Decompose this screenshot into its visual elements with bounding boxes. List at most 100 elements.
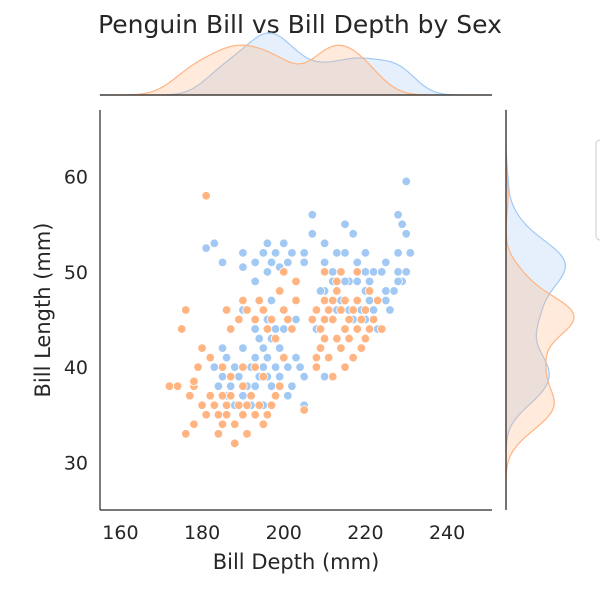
scatter-point: [221, 410, 232, 420]
scatter-point: [225, 391, 236, 401]
scatter-point: [401, 176, 411, 187]
scatter-point: [238, 248, 248, 258]
scatter-point: [230, 362, 240, 372]
scatter-point: [340, 276, 350, 287]
scatter-point: [393, 276, 403, 287]
right-marginal-kde: [505, 110, 575, 510]
scatter-point: [230, 419, 240, 429]
scatter-point: [250, 381, 260, 391]
scatter-point: [319, 333, 330, 344]
legend-box: [595, 139, 600, 241]
scatter-point: [372, 295, 383, 306]
scatter-point: [295, 362, 305, 372]
scatter-point: [328, 371, 338, 382]
scatter-point: [262, 238, 273, 249]
scatter-point: [311, 305, 322, 315]
scatter-point: [287, 381, 297, 391]
scatter-point: [246, 391, 256, 401]
scatter-point: [360, 305, 371, 315]
scatter-point: [185, 391, 195, 401]
scatter-point: [299, 405, 309, 415]
scatter-point: [340, 248, 350, 258]
top-marginal-kde: [99, 32, 492, 96]
scatter-point: [319, 238, 330, 249]
scatter-point: [279, 238, 289, 249]
scatter-point: [283, 314, 293, 325]
scatter-point: [344, 314, 354, 325]
scatter-point: [360, 248, 371, 258]
scatter-point: [299, 371, 309, 382]
scatter-point: [307, 229, 318, 239]
scatter-point: [213, 429, 224, 439]
scatter-point: [332, 276, 342, 287]
scatter-point: [315, 343, 326, 353]
scatter-point: [381, 257, 391, 268]
y-tick-label: 30: [64, 452, 88, 474]
scatter-point: [242, 400, 252, 410]
scatter-point: [319, 295, 330, 306]
scatter-point: [250, 352, 260, 363]
scatter-point: [393, 210, 403, 220]
scatter-point: [323, 305, 334, 315]
scatter-point: [242, 305, 252, 315]
scatter-point: [270, 362, 281, 372]
scatter-point: [279, 305, 289, 315]
scatter-point: [274, 371, 285, 382]
scatter-point: [319, 371, 330, 382]
scatter-point: [193, 362, 203, 372]
scatter-point: [356, 343, 367, 353]
scatter-point: [340, 219, 350, 229]
scatter-point: [266, 381, 277, 391]
scatter-point: [352, 276, 362, 287]
y-tick-label: 50: [64, 262, 88, 284]
scatter-point: [238, 410, 248, 420]
scatter-point: [328, 295, 338, 306]
scatter-point: [323, 352, 334, 363]
scatter-point: [221, 400, 232, 410]
scatter-point: [389, 286, 399, 296]
scatter-point: [217, 371, 228, 382]
scatter-point: [364, 276, 375, 287]
scatter-point: [381, 295, 391, 306]
x-tick-label: 240: [429, 522, 465, 544]
scatter-point: [209, 238, 220, 249]
scatter-point: [270, 248, 281, 258]
scatter-point: [258, 343, 269, 353]
scatter-point: [360, 333, 371, 344]
scatter-point: [262, 352, 273, 363]
scatter-point: [348, 305, 358, 315]
scatter-point: [258, 362, 269, 372]
y-tick-label: 40: [64, 357, 88, 379]
scatter-point: [205, 352, 215, 363]
scatter-point: [250, 410, 260, 420]
scatter-point: [250, 257, 260, 268]
scatter-point: [266, 295, 277, 306]
scatter-point: [213, 410, 224, 420]
scatter-point: [393, 267, 403, 277]
scatter-point: [189, 419, 199, 429]
scatter-point: [291, 276, 301, 287]
scatter-point: [274, 343, 285, 353]
scatter-point: [352, 324, 362, 334]
scatter-point: [242, 429, 252, 439]
scatter-point: [336, 267, 346, 277]
scatter-point: [352, 267, 362, 277]
scatter-point: [197, 343, 207, 353]
scatter-point: [258, 305, 269, 315]
x-tick-label: 200: [266, 522, 302, 544]
scatter-point: [368, 305, 379, 315]
scatter-point: [368, 267, 379, 277]
scatter-point: [311, 352, 322, 363]
scatter-point: [209, 362, 220, 372]
scatter-point: [238, 295, 248, 306]
scatter-point: [238, 391, 248, 401]
scatter-point: [250, 324, 260, 334]
scatter-point: [270, 324, 281, 334]
scatter-point: [405, 248, 416, 258]
scatter-point: [356, 314, 367, 325]
scatter-point: [238, 362, 248, 372]
scatter-point: [393, 248, 403, 258]
scatter-point: [201, 410, 211, 420]
scatter-point: [181, 429, 191, 439]
scatter-point: [381, 286, 391, 296]
